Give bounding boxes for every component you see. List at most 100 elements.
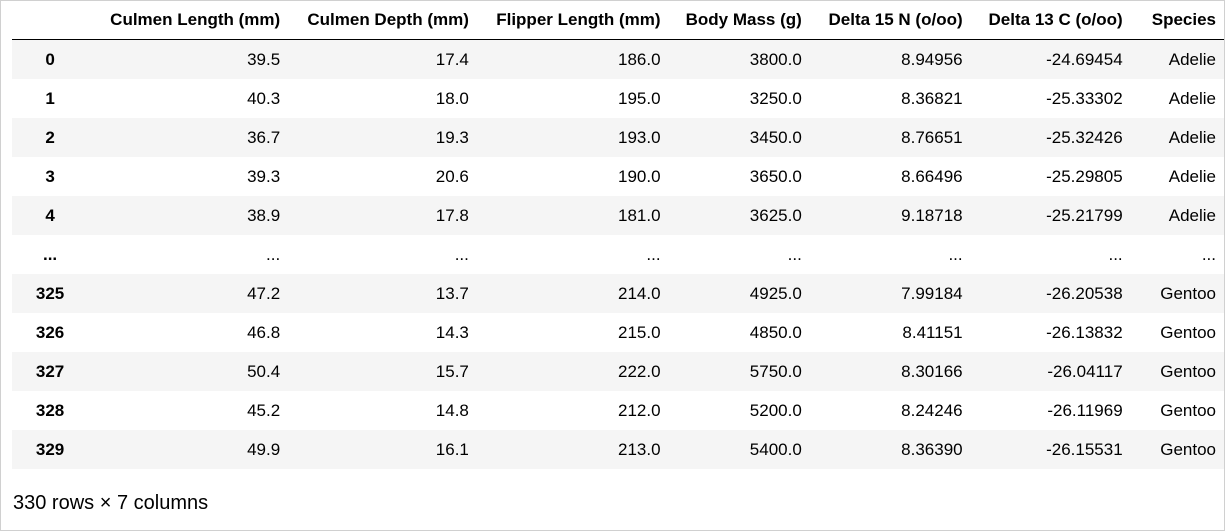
row-index: 328 [35,400,65,420]
cell-culmen-depth: 14.8 [435,400,469,420]
cell-culmen-length: 49.9 [247,439,281,459]
cell-flipper-length: 214.0 [618,283,661,303]
cell-culmen-depth: 17.4 [435,49,469,69]
cell-delta-13-c: -26.20538 [1046,283,1123,303]
cell-flipper-length: 215.0 [618,322,661,342]
cell-body-mass: ... [787,244,802,264]
header-row: Culmen Length (mm) Culmen Depth (mm) Fli… [12,1,1224,40]
cell-species: Gentoo [1160,322,1216,342]
cell-body-mass: 5400.0 [749,439,802,459]
cell-species: Adelie [1168,166,1216,186]
row-index: 326 [35,322,65,342]
cell-species: Adelie [1168,127,1216,147]
table-row: 3 39.3 20.6 190.0 3650.0 8.66496 -25.29805 Adel… [12,157,1224,196]
cell-delta-15-n: ... [948,244,963,264]
cell-flipper-length: 190.0 [618,166,661,186]
cell-culmen-length: 50.4 [247,361,281,381]
cell-species: Gentoo [1160,400,1216,420]
cell-culmen-length: 36.7 [247,127,281,147]
shape-summary: 330 rows × 7 columns [13,492,209,514]
index-header [12,1,89,40]
cell-species: Adelie [1168,88,1216,108]
cell-body-mass: 3250.0 [749,88,802,108]
cell-body-mass: 5750.0 [749,361,802,381]
cell-delta-15-n: 8.66496 [901,166,963,186]
cell-culmen-depth: 18.0 [435,88,469,108]
cell-delta-13-c: -24.69454 [1046,49,1123,69]
row-index: 1 [45,88,55,108]
table-row: ........................ [12,235,1224,274]
cell-flipper-length: 195.0 [618,88,661,108]
table-header: Culmen Length (mm) Culmen Depth (mm) Fli… [12,1,1224,40]
cell-delta-15-n: 7.99184 [901,283,963,303]
cell-culmen-depth: 17.8 [435,205,469,225]
row-index: 4 [45,205,55,225]
row-index: 327 [35,361,65,381]
table-row: 4 38.9 17.8 181.0 3625.0 9.18718 -25.21799 Adel… [12,196,1224,235]
cell-delta-13-c: -25.21799 [1046,205,1123,225]
cell-flipper-length: 193.0 [618,127,661,147]
cell-delta-15-n: 8.24246 [901,400,963,420]
cell-culmen-length: 40.3 [247,88,281,108]
table-body: 0 39.5 17.4 186.0 3800.0 8.94956 -24.69454 Adel… [12,39,1224,469]
table-row: 326 46.8 14.3 215.0 4850.0 8.41151 -26.13832 Ge… [12,313,1224,352]
column-header-body-mass: Body Mass (g) [668,1,810,40]
cell-culmen-length: 46.8 [247,322,281,342]
cell-delta-13-c: -25.29805 [1046,166,1123,186]
cell-delta-13-c: -25.32426 [1046,127,1123,147]
cell-culmen-depth: 15.7 [435,361,469,381]
cell-delta-15-n: 8.76651 [901,127,963,147]
cell-delta-15-n: 9.18718 [901,205,963,225]
table-row: 328 45.2 14.8 212.0 5200.0 8.24246 -26.11969 Ge… [12,391,1224,430]
cell-culmen-length: 38.9 [247,205,281,225]
column-header-flipper-length: Flipper Length (mm) [476,1,669,40]
cell-culmen-length: 45.2 [247,400,281,420]
cell-body-mass: 4925.0 [749,283,802,303]
cell-body-mass: 3450.0 [749,127,802,147]
column-header-delta-13-c: Delta 13 C (o/oo) [970,1,1131,40]
cell-culmen-depth: ... [454,244,469,264]
cell-culmen-depth: 16.1 [435,439,469,459]
table-row: 0 39.5 17.4 186.0 3800.0 8.94956 -24.69454 Adel… [12,39,1224,79]
cell-delta-13-c: -26.13832 [1046,322,1123,342]
cell-delta-15-n: 8.36390 [901,439,963,459]
row-index: 325 [35,283,65,303]
cell-culmen-length: 39.5 [247,49,281,69]
cell-species: Gentoo [1160,439,1216,459]
cell-species: ... [1201,244,1216,264]
cell-culmen-depth: 20.6 [435,166,469,186]
table-row: 1 40.3 18.0 195.0 3250.0 8.36821 -25.33302 Adel… [12,79,1224,118]
cell-species: Adelie [1168,49,1216,69]
table-row: 2 36.7 19.3 193.0 3450.0 8.76651 -25.32426 Adel… [12,118,1224,157]
cell-body-mass: 4850.0 [749,322,802,342]
row-index: 0 [45,49,55,69]
cell-culmen-depth: 14.3 [435,322,469,342]
cell-delta-15-n: 8.41151 [902,322,963,342]
cell-delta-15-n: 8.94956 [901,49,963,69]
cell-delta-13-c: -26.15531 [1046,439,1123,459]
cell-culmen-length: ... [266,244,281,264]
cell-flipper-length: 213.0 [618,439,661,459]
cell-species: Gentoo [1160,283,1216,303]
cell-species: Adelie [1168,205,1216,225]
column-header-species: Species [1130,1,1224,40]
cell-culmen-depth: 13.7 [435,283,469,303]
cell-flipper-length: 186.0 [618,49,661,69]
cell-flipper-length: ... [646,244,661,264]
row-index: 3 [45,166,55,186]
cell-flipper-length: 181.0 [618,205,661,225]
cell-flipper-length: 222.0 [618,361,661,381]
cell-flipper-length: 212.0 [618,400,661,420]
cell-body-mass: 3625.0 [749,205,802,225]
column-header-culmen-depth: Culmen Depth (mm) [288,1,477,40]
row-index: ... [42,244,58,264]
row-index: 329 [35,439,65,459]
cell-delta-13-c: ... [1108,244,1123,264]
cell-body-mass: 3650.0 [749,166,802,186]
cell-species: Gentoo [1160,361,1216,381]
cell-culmen-length: 39.3 [247,166,281,186]
table-row: 325 47.2 13.7 214.0 4925.0 7.99184 -26.20538 Ge… [12,274,1224,313]
table-row: 329 49.9 16.1 213.0 5400.0 8.36390 -26.15531 Ge… [12,430,1224,469]
cell-culmen-length: 47.2 [247,283,281,303]
